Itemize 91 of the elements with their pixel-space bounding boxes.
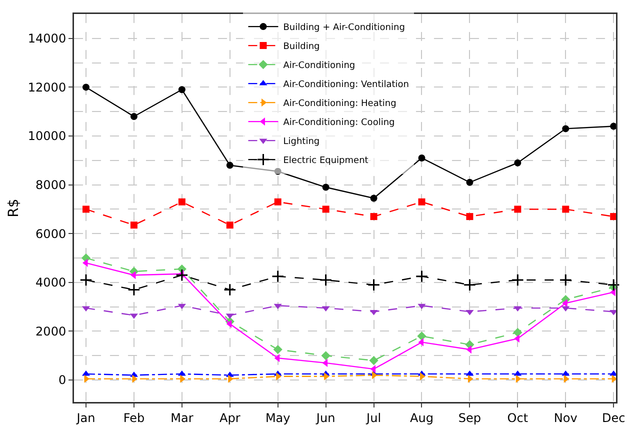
- point: [274, 168, 282, 175]
- point: [562, 370, 570, 376]
- x-tick-label: May: [265, 410, 290, 425]
- point: [322, 184, 330, 191]
- legend-label: Electric Equipment: [283, 156, 369, 166]
- point: [226, 320, 232, 328]
- point: [273, 344, 282, 354]
- point: [562, 306, 570, 312]
- point: [130, 271, 136, 280]
- y-tick-label: 6000: [36, 226, 66, 241]
- y-tick-label: 8000: [36, 178, 66, 192]
- point: [274, 304, 282, 310]
- point: [274, 198, 282, 206]
- x-tick-label: Sep: [458, 410, 482, 425]
- x-tick-label: Jun: [315, 410, 336, 425]
- point: [226, 162, 234, 169]
- point: [178, 304, 186, 310]
- point: [514, 206, 522, 213]
- y-axis-title: R$: [6, 198, 22, 218]
- point: [610, 310, 618, 316]
- x-tick-label: Jan: [76, 410, 96, 425]
- point: [468, 374, 474, 383]
- legend-label: Air-Conditioning: Heating: [283, 99, 396, 110]
- point: [514, 306, 522, 312]
- point: [128, 283, 140, 296]
- point: [562, 206, 570, 213]
- y-tick-label: 0: [58, 373, 66, 388]
- point: [562, 125, 570, 132]
- legend-label: Air-Conditioning: [283, 61, 356, 72]
- x-tick-label: Mar: [170, 410, 194, 425]
- point: [224, 283, 236, 296]
- point: [319, 274, 332, 286]
- x-tick-label: Aug: [410, 410, 434, 425]
- y-tick-label: 4000: [36, 276, 66, 290]
- legend-label: Lighting: [283, 137, 320, 148]
- point: [322, 358, 328, 367]
- point: [321, 351, 330, 360]
- point: [420, 372, 426, 380]
- legend-label: Air-Conditioning: Ventilation: [283, 80, 410, 90]
- legend-label: Air-Conditioning: Cooling: [283, 118, 395, 128]
- point: [322, 306, 330, 312]
- point: [415, 270, 428, 283]
- point: [80, 274, 92, 286]
- point: [322, 206, 330, 213]
- y-tick-label: 14000: [28, 32, 66, 46]
- point: [370, 310, 378, 316]
- point: [176, 268, 188, 282]
- point: [466, 370, 474, 376]
- point: [418, 198, 426, 206]
- legend-label: Building + Air-Conditioning: [283, 23, 405, 34]
- y-tick-label: 12000: [28, 80, 66, 94]
- point: [226, 222, 234, 229]
- x-tick-label: Apr: [219, 410, 240, 425]
- point: [178, 370, 186, 376]
- point: [607, 278, 620, 292]
- point: [466, 178, 474, 186]
- x-tick-label: Jul: [366, 410, 382, 425]
- point: [418, 304, 426, 310]
- point: [178, 198, 186, 206]
- x-tick-label: Feb: [123, 410, 145, 425]
- point: [418, 154, 426, 162]
- point: [272, 270, 284, 283]
- point: [274, 354, 280, 362]
- point: [370, 213, 378, 220]
- point: [82, 258, 88, 267]
- point: [82, 84, 90, 91]
- x-tick-label: Nov: [554, 410, 578, 425]
- point: [511, 274, 524, 286]
- point: [514, 159, 522, 166]
- y-tick-label: 2000: [36, 324, 66, 338]
- point: [130, 222, 138, 229]
- x-tick-label: Oct: [507, 410, 528, 425]
- point: [417, 332, 426, 341]
- point: [564, 374, 570, 383]
- point: [514, 370, 522, 376]
- legend-label: Building: [283, 42, 320, 52]
- point: [466, 213, 474, 220]
- point: [370, 194, 378, 202]
- point: [463, 278, 476, 292]
- point: [370, 365, 376, 374]
- y-tick-label: 10000: [28, 129, 66, 144]
- point: [178, 86, 186, 94]
- point: [559, 274, 572, 286]
- x-tick-label: Dec: [602, 410, 626, 425]
- point: [513, 328, 522, 337]
- point: [466, 310, 474, 316]
- point: [369, 356, 378, 366]
- point: [82, 206, 90, 213]
- point: [516, 374, 522, 383]
- point: [367, 278, 380, 292]
- point: [130, 112, 138, 120]
